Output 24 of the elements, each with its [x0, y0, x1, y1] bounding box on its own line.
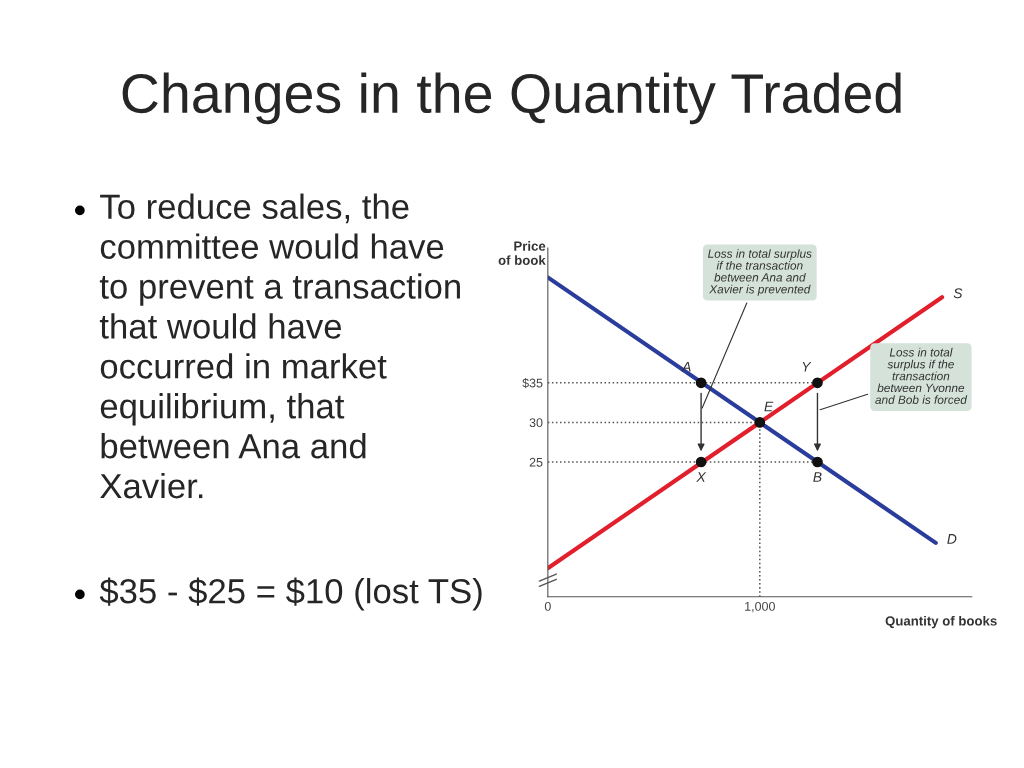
x-tick-label: 0 — [544, 601, 551, 611]
annotation: Loss in total surplus if the transaction between Ana and Xavier is prevented — [708, 249, 812, 296]
series-label: S — [953, 288, 963, 299]
x-axis-title: Quantity of books — [885, 615, 997, 629]
y-tick-label: 30 — [529, 418, 543, 428]
point — [695, 456, 707, 468]
x-tick-label: 1,000 — [745, 601, 775, 613]
series-label: X — [696, 472, 707, 482]
series-label: D — [947, 534, 957, 544]
y-axis-title: Price of book — [498, 241, 546, 265]
series-label: A — [681, 362, 691, 372]
point — [754, 417, 766, 428]
series-label: B — [813, 472, 822, 482]
annotation: Loss in total surplus if the transaction between Yvonne and Bob is forced — [875, 347, 968, 404]
point — [812, 456, 823, 468]
point — [812, 377, 823, 389]
point — [695, 377, 707, 389]
series-label: E — [764, 401, 774, 412]
y-tick-label: $35 — [522, 378, 543, 389]
text: $35 - $25 = $10 (lost TS) — [99, 577, 482, 611]
text: To reduce sales, the committee would have to prevent a transaction that would have occurred in market equilibrium, that between Ana and Xavier. — [99, 193, 460, 499]
chart-title: Changes in the Quantity Traded — [122, 72, 901, 125]
y-tick-label: 25 — [529, 457, 543, 467]
series-label: Y — [802, 362, 812, 372]
